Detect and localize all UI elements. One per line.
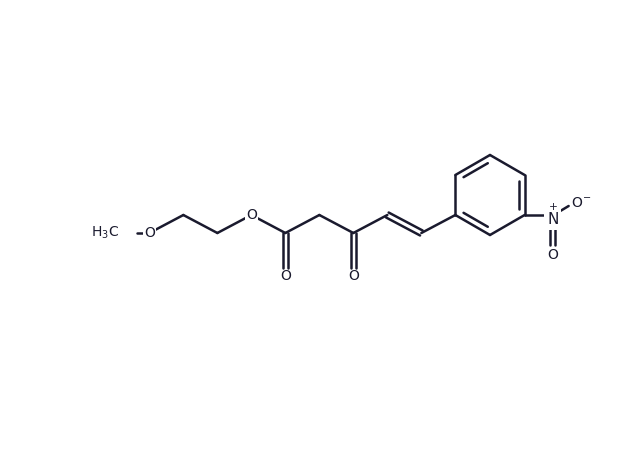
Text: O: O [280,269,291,283]
Text: $\mathregular{O^{-}}$: $\mathregular{O^{-}}$ [570,196,591,210]
Text: $\mathregular{H_3C}$: $\mathregular{H_3C}$ [92,225,119,241]
Text: O: O [246,208,257,222]
Text: O: O [348,269,359,283]
Text: O: O [547,248,558,262]
Text: $\mathregular{\overset{+}{N}}$: $\mathregular{\overset{+}{N}}$ [547,202,559,228]
Text: O: O [144,226,155,240]
